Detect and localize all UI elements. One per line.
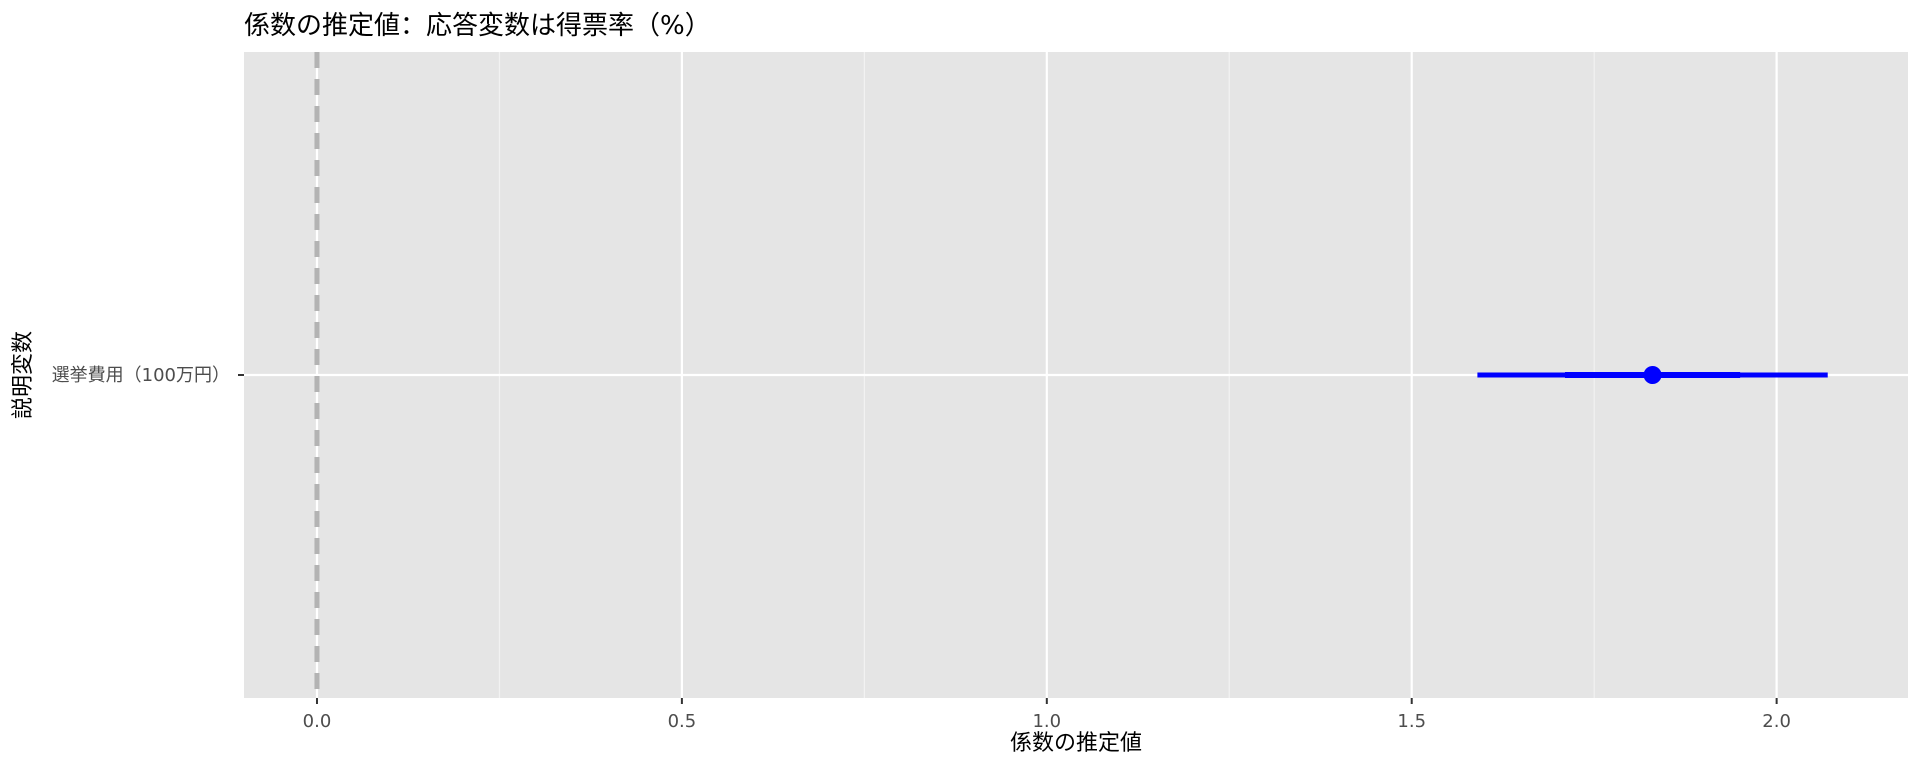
data-marks — [1477, 366, 1828, 384]
y-axis: 選挙費用（100万円） — [52, 365, 244, 386]
x-tick-label: 0.5 — [668, 711, 697, 732]
y-axis-title: 説明変数 — [11, 331, 36, 419]
point-estimate — [1643, 366, 1662, 384]
x-tick-label: 0.0 — [303, 711, 332, 732]
y-category-label: 選挙費用（100万円） — [52, 365, 230, 386]
x-axis-title: 係数の推定値 — [1010, 731, 1142, 756]
x-tick-label: 2.0 — [1762, 711, 1791, 732]
x-tick-label: 1.5 — [1397, 711, 1426, 732]
x-axis: 0.0 0.5 1.0 1.5 2.0 — [303, 698, 1791, 732]
x-tick-label: 1.0 — [1032, 711, 1061, 732]
chart-title: 係数の推定値：応答変数は得票率（%） — [244, 11, 711, 41]
